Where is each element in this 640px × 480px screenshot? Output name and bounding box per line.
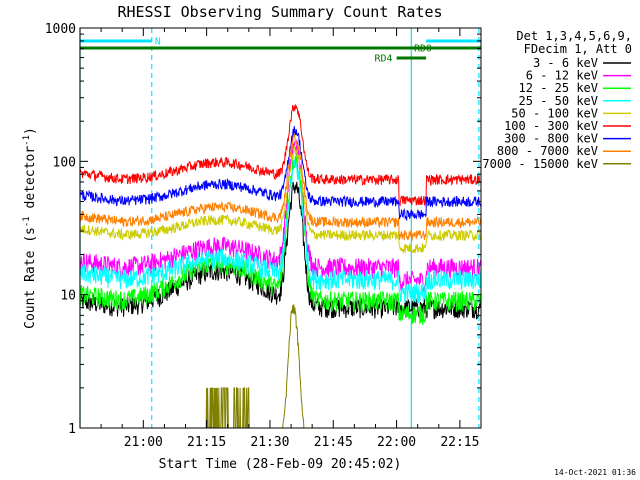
event-bar-label: RD0 (414, 44, 432, 55)
series-line (79, 139, 482, 293)
series-line (79, 133, 482, 242)
footer-date: 14-Oct-2021 01:36 (554, 468, 636, 477)
y-axis-label-end: ) (23, 127, 38, 135)
series-line (80, 304, 481, 429)
y-axis-label-sup1: -1 (22, 216, 32, 227)
series-line (79, 126, 482, 222)
event-bar-label: N (155, 37, 161, 48)
plot-frame (79, 27, 482, 429)
legend-header-1: Det 1,3,4,5,6,9, (516, 29, 632, 43)
legend-label: 100 - 300 keV (504, 119, 598, 133)
x-tick-label: 21:00 (124, 435, 163, 450)
y-tick-label: 100 (53, 155, 76, 170)
x-tick-label: 22:00 (377, 435, 416, 450)
x-tick-label: 21:45 (314, 435, 353, 450)
legend-label: 7000 - 15000 keV (482, 157, 598, 171)
legend-label: 300 - 800 keV (504, 132, 598, 146)
y-axis: 1 10 100 1000 (45, 22, 481, 437)
legend-label: 800 - 7000 keV (497, 144, 598, 158)
x-tick-label: 22:15 (440, 435, 479, 450)
series-line (79, 159, 482, 304)
y-axis-label-main: Count Rate (s (23, 227, 38, 329)
y-axis-label-sup2: -1 (22, 135, 32, 146)
legend: Det 1,3,4,5,6,9, FDecim 1, Att 0 3 - 6 k… (482, 29, 632, 171)
x-axis: 21:00 21:15 21:30 21:45 22:00 22:15 (79, 28, 482, 450)
y-axis-label: Count Rate (s-1 detector-1) (22, 127, 38, 329)
y-tick-label: 1000 (45, 22, 76, 37)
series-line (79, 104, 481, 207)
y-axis-label-mid: detector (23, 146, 38, 217)
legend-label: 3 - 6 keV (533, 56, 598, 70)
legend-label: 50 - 100 keV (511, 106, 598, 120)
legend-label: 12 - 25 keV (519, 81, 598, 95)
series-line (79, 145, 482, 254)
legend-label: 6 - 12 keV (526, 69, 598, 83)
x-axis-label: Start Time (28-Feb-09 20:45:02) (159, 457, 402, 472)
plot-area: N RD0 RD4 (79, 28, 482, 429)
y-tick-label: 10 (60, 289, 76, 304)
x-tick-label: 21:30 (250, 435, 289, 450)
x-tick-label: 21:15 (187, 435, 226, 450)
legend-header-2: FDecim 1, Att 0 (524, 42, 632, 56)
event-bar-label: RD4 (375, 54, 393, 65)
legend-label: 25 - 50 keV (519, 94, 598, 108)
series-line (79, 153, 482, 325)
y-tick-label: 1 (68, 422, 76, 437)
chart-title: RHESSI Observing Summary Count Rates (117, 3, 442, 21)
